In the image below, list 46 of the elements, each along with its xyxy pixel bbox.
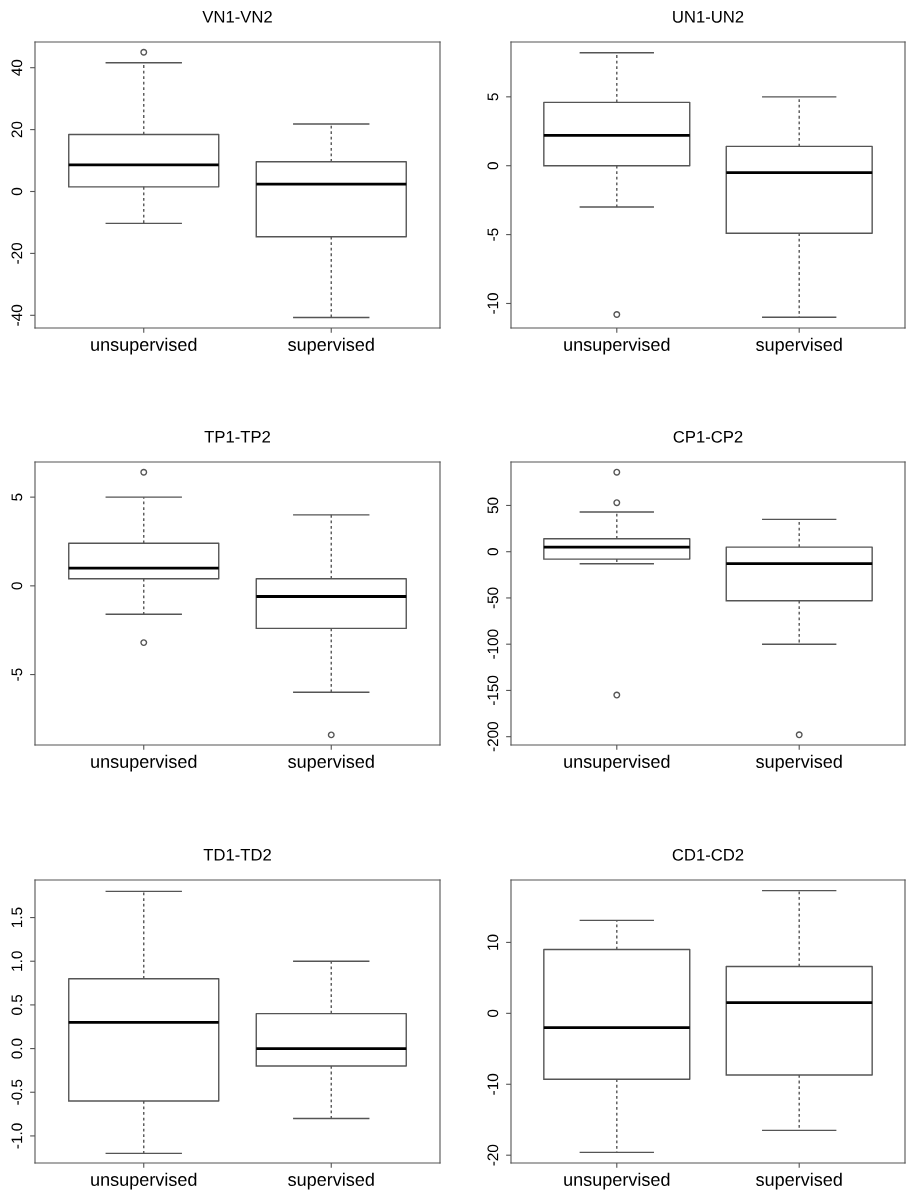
y-tick-label: -0.5 bbox=[11, 1079, 23, 1105]
y-tick-label: 5 bbox=[487, 93, 499, 101]
y-tick-label: 20 bbox=[11, 121, 23, 138]
chart-title: CP1-CP2 bbox=[673, 430, 743, 443]
x-tick-label: supervised bbox=[756, 337, 842, 355]
y-tick-label: -200 bbox=[487, 721, 499, 752]
y-tick-label: 40 bbox=[11, 59, 23, 76]
x-tick-label: unsupervised bbox=[564, 337, 670, 355]
x-tick-label: supervised bbox=[756, 1172, 842, 1190]
y-tick-label: 0.5 bbox=[11, 994, 23, 1015]
y-tick-label: -100 bbox=[487, 629, 499, 659]
x-tick-label: unsupervised bbox=[564, 754, 670, 772]
y-tick-label: -20 bbox=[487, 1144, 499, 1166]
y-tick-label: -20 bbox=[11, 242, 23, 264]
y-tick-label: 1.5 bbox=[11, 907, 23, 928]
y-tick-label: -1.0 bbox=[11, 1123, 23, 1149]
x-tick-label: unsupervised bbox=[91, 1172, 197, 1190]
chart-title: UN1-UN2 bbox=[673, 10, 744, 23]
y-tick-label: 0.0 bbox=[11, 1038, 23, 1059]
x-tick-label: supervised bbox=[288, 754, 374, 772]
y-tick-label: 1.0 bbox=[11, 951, 23, 971]
y-tick-label: 50 bbox=[487, 497, 499, 514]
y-tick-label: -10 bbox=[487, 1073, 499, 1095]
chart-title: VN1-VN2 bbox=[202, 10, 272, 23]
y-tick-label: -40 bbox=[11, 304, 23, 326]
y-tick-label: -10 bbox=[487, 293, 499, 314]
y-tick-label: -150 bbox=[487, 675, 499, 706]
chart-title: TD1-TD2 bbox=[203, 848, 271, 861]
x-tick-label: unsupervised bbox=[91, 754, 197, 772]
y-tick-label: 0 bbox=[11, 582, 23, 590]
x-tick-label: supervised bbox=[288, 1172, 374, 1190]
y-tick-label: 0 bbox=[11, 187, 23, 196]
x-tick-label: unsupervised bbox=[564, 1172, 670, 1190]
y-tick-label: -50 bbox=[487, 587, 499, 609]
y-tick-label: 5 bbox=[11, 493, 23, 501]
y-tick-label: 0 bbox=[487, 162, 499, 170]
y-tick-label: -5 bbox=[487, 228, 499, 241]
chart-title: CD1-CD2 bbox=[672, 848, 744, 861]
y-tick-label: 0 bbox=[487, 548, 499, 556]
x-tick-label: supervised bbox=[756, 754, 842, 772]
y-tick-label: -5 bbox=[11, 668, 23, 681]
y-tick-label: 0 bbox=[487, 1009, 499, 1017]
chart-title: TP1-TP2 bbox=[204, 430, 271, 443]
x-tick-label: supervised bbox=[288, 337, 374, 355]
y-tick-label: 10 bbox=[487, 934, 499, 950]
x-tick-label: unsupervised bbox=[91, 337, 197, 355]
